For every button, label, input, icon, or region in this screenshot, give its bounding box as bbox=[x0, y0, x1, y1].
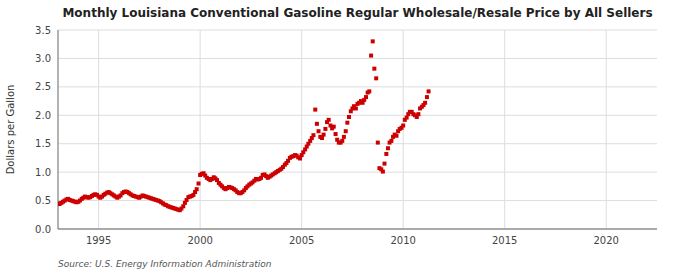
axes: 0.0 0.5 1.0 1.5 2.0 2.5 3.0 3.5 1995 2000 2005 2010… bbox=[35, 25, 657, 247]
y-grid-line bbox=[58, 229, 657, 230]
y-tick-label: 2.0 bbox=[35, 110, 51, 121]
y-grid-line bbox=[58, 30, 657, 31]
data-point bbox=[334, 132, 338, 136]
data-point bbox=[389, 139, 393, 143]
data-point bbox=[367, 89, 371, 93]
data-point bbox=[369, 54, 373, 58]
y-tick-label: 0.0 bbox=[35, 224, 51, 235]
data-point bbox=[195, 187, 199, 191]
y-tick-label: 3.0 bbox=[35, 53, 51, 64]
x-tick-label: 2005 bbox=[289, 235, 314, 246]
x-tick-label: 2020 bbox=[594, 235, 619, 246]
grid bbox=[58, 30, 657, 229]
data-point bbox=[374, 76, 378, 80]
x-axis-line bbox=[58, 229, 657, 230]
data-point bbox=[383, 162, 387, 166]
data-point bbox=[384, 152, 388, 156]
points bbox=[58, 39, 431, 212]
x-grid-line bbox=[504, 30, 505, 229]
y-tick-label: 3.5 bbox=[35, 25, 51, 36]
data-point bbox=[427, 89, 431, 93]
chart: Monthly Louisiana Conventional Gasoline … bbox=[0, 0, 675, 275]
data-point bbox=[327, 118, 331, 122]
data-point bbox=[386, 146, 390, 150]
y-tick-label: 1.5 bbox=[35, 138, 51, 149]
y-grid-line bbox=[58, 143, 657, 144]
data-point bbox=[371, 39, 375, 43]
data-point bbox=[405, 116, 409, 120]
title: Monthly Louisiana Conventional Gasoline … bbox=[62, 6, 652, 20]
data-point bbox=[313, 108, 317, 112]
data-point bbox=[340, 139, 344, 143]
y-tick-label: 2.5 bbox=[35, 81, 51, 92]
data-point bbox=[320, 136, 324, 140]
source-note: Source: U.S. Energy Information Administ… bbox=[58, 259, 272, 269]
data-point bbox=[332, 125, 336, 129]
data-point bbox=[322, 133, 326, 137]
data-point bbox=[401, 124, 405, 128]
data-point bbox=[197, 182, 201, 186]
y-tick-label: 1.0 bbox=[35, 167, 51, 178]
data-point bbox=[381, 170, 385, 174]
x-tick-label: 1995 bbox=[86, 235, 111, 246]
data-point bbox=[298, 156, 302, 160]
data-point bbox=[347, 115, 351, 119]
data-point bbox=[345, 121, 349, 125]
y-grid-line bbox=[58, 200, 657, 201]
x-tick-label: 2010 bbox=[390, 235, 415, 246]
data-point bbox=[354, 106, 358, 110]
y-tick-label: 0.5 bbox=[35, 195, 51, 206]
data-point bbox=[344, 129, 348, 133]
x-tick-label: 2000 bbox=[187, 235, 212, 246]
y-grid-line bbox=[58, 172, 657, 173]
x-grid-line bbox=[301, 30, 302, 229]
y-axis-label: Dollars per Gallon bbox=[5, 85, 16, 175]
data-point bbox=[315, 122, 319, 126]
data-point bbox=[317, 129, 321, 133]
data-point bbox=[364, 95, 368, 99]
data-point bbox=[181, 204, 185, 208]
x-grid-line bbox=[606, 30, 607, 229]
data-point bbox=[323, 127, 327, 131]
x-tick-label: 2015 bbox=[492, 235, 517, 246]
y-grid-line bbox=[58, 58, 657, 59]
background bbox=[0, 0, 675, 275]
data-point bbox=[376, 141, 380, 145]
data-point bbox=[372, 67, 376, 71]
y-axis-line bbox=[58, 30, 59, 229]
y-grid-line bbox=[58, 86, 657, 87]
y-grid-line bbox=[58, 115, 657, 116]
data-point bbox=[425, 95, 429, 99]
data-point bbox=[416, 112, 420, 116]
data-point bbox=[394, 134, 398, 138]
data-point bbox=[423, 101, 427, 105]
data-point bbox=[311, 133, 315, 137]
data-point bbox=[342, 135, 346, 139]
x-grid-line bbox=[200, 30, 201, 229]
